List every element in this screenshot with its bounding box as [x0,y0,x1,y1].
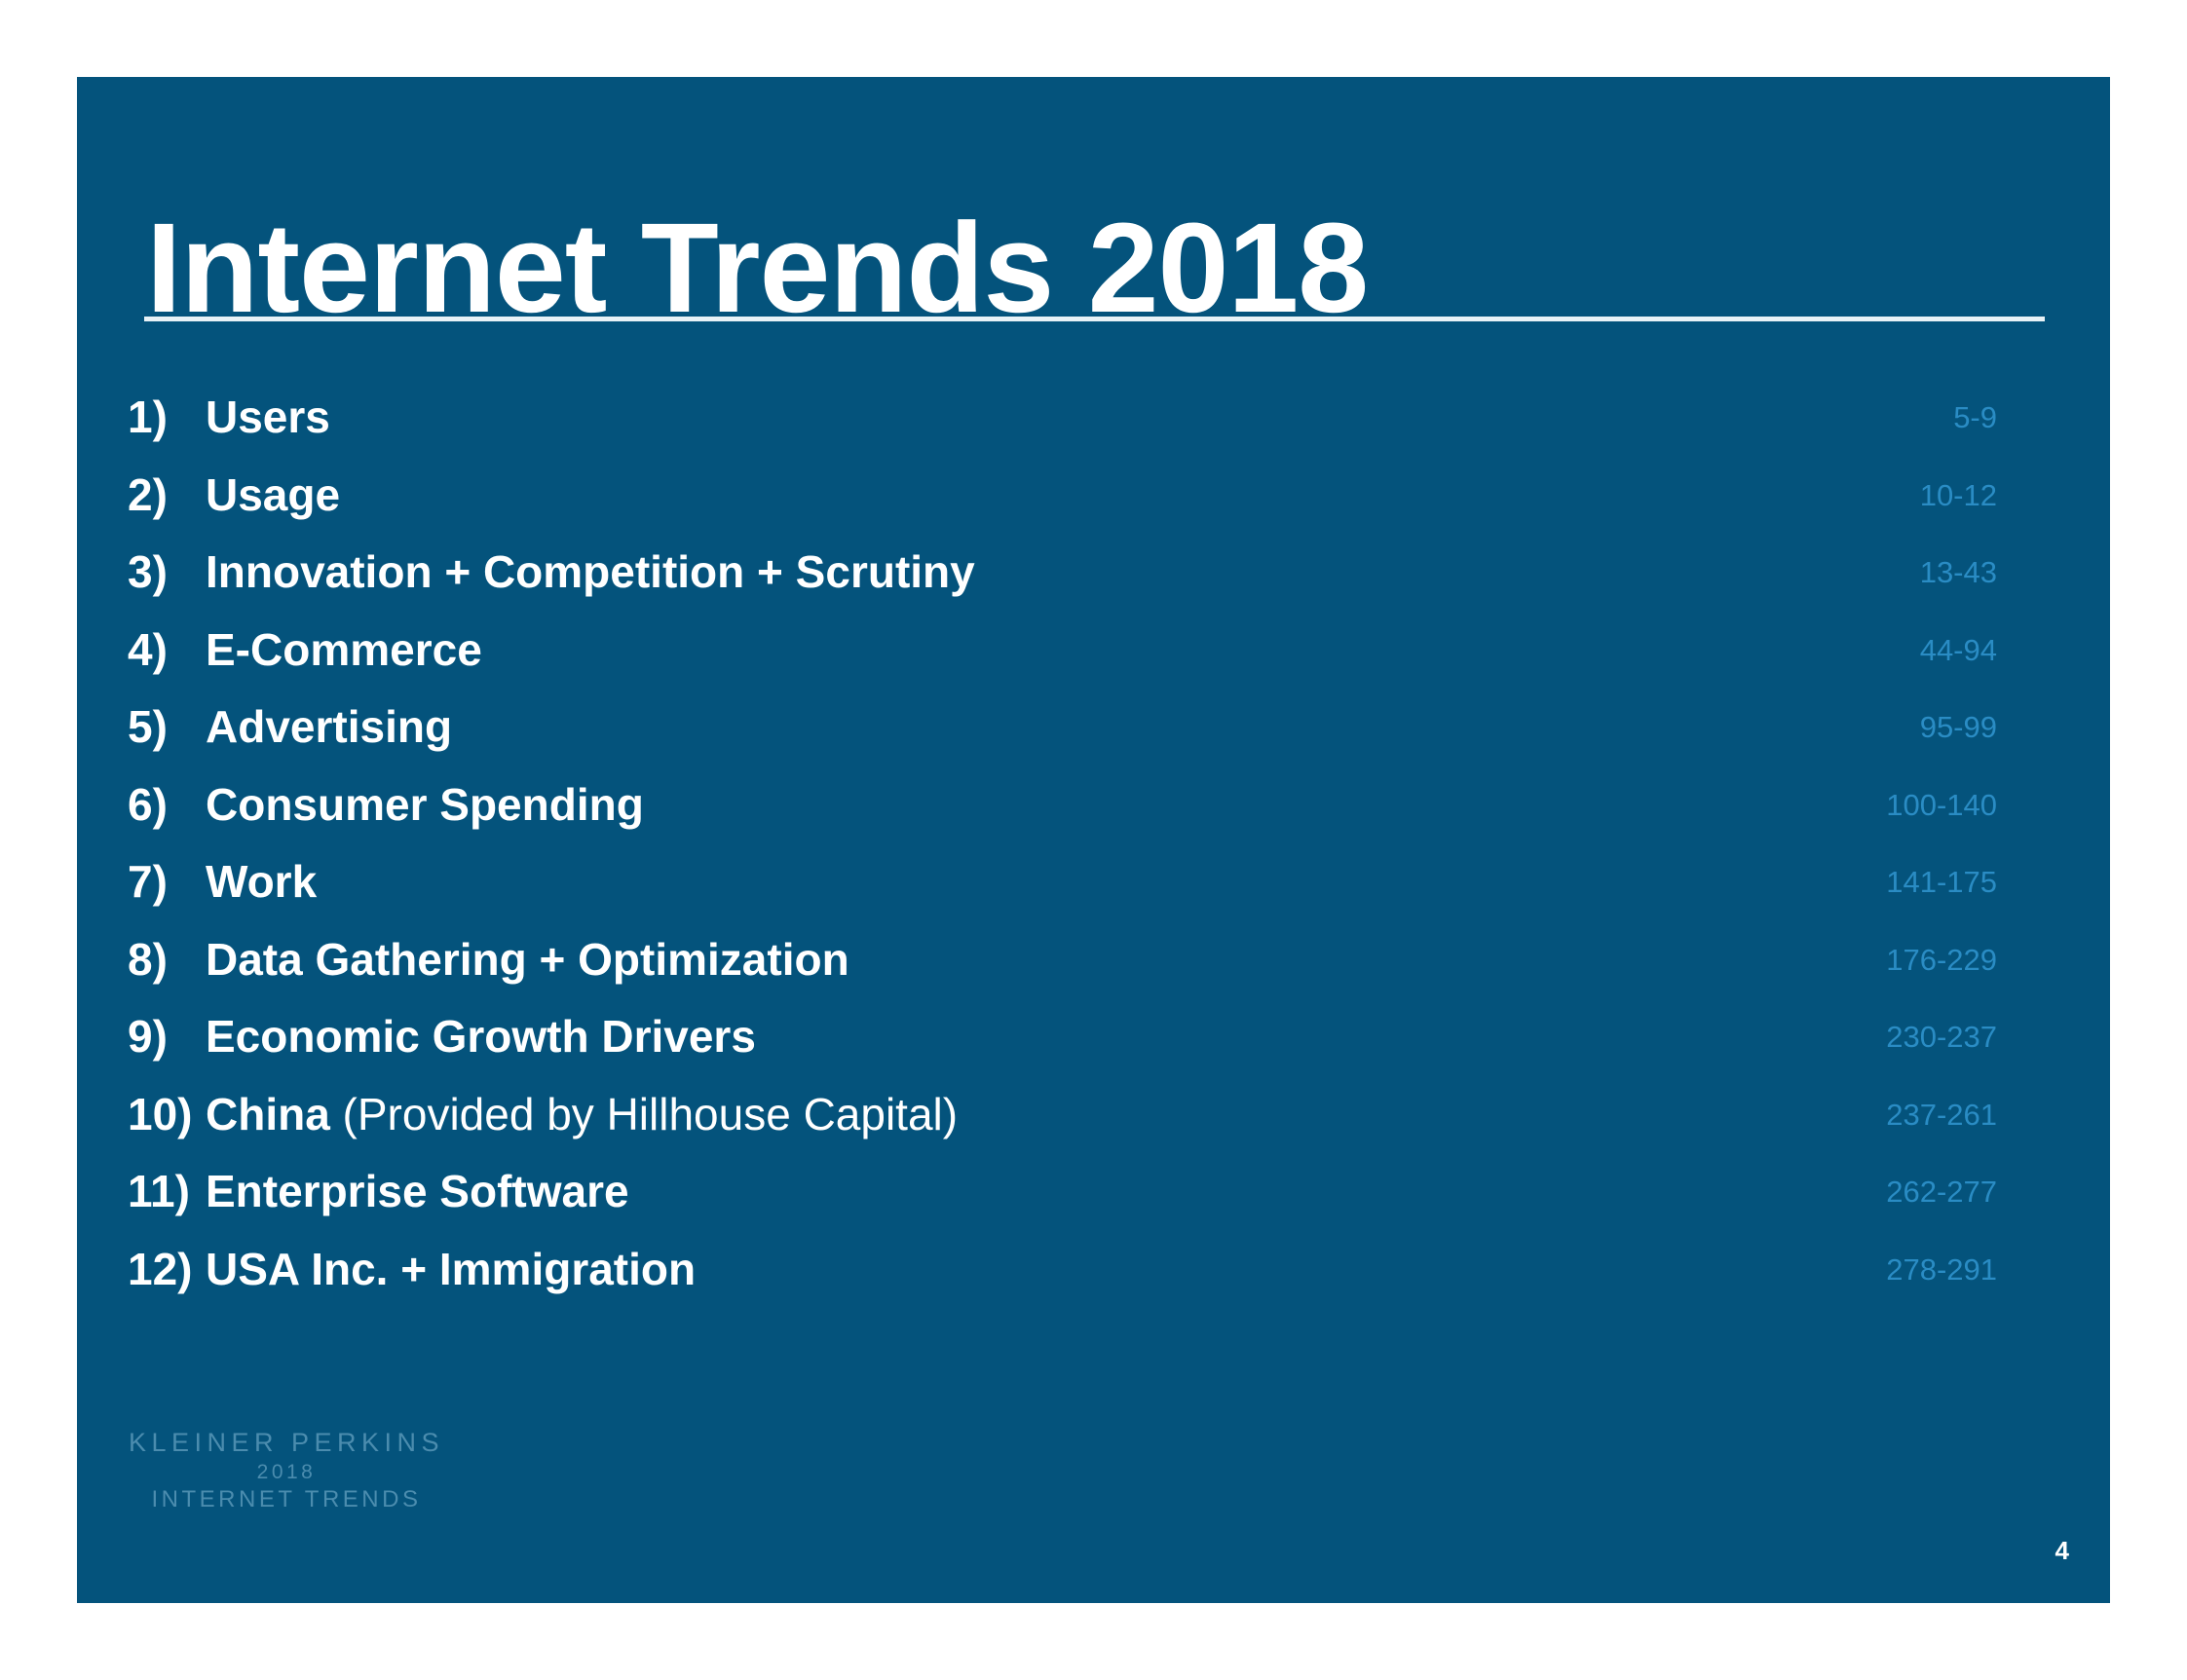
toc-item-label-main: USA Inc. + Immigration [206,1243,697,1294]
toc-item-label-main: Data Gathering + Optimization [206,933,849,985]
toc-item-label-main: E-Commerce [206,623,482,675]
toc-item-number: 3) [128,546,168,597]
table-of-contents: 1) Users 5-9 2) Usage 10-12 3) Innovation + Com… [77,389,2110,1318]
toc-row[interactable]: 9) Economic Growth Drivers 230-237 [77,1008,2110,1086]
toc-item-page-range: 95-99 [1919,710,1997,744]
toc-item-label: Advertising [206,698,452,755]
toc-item-number: 6) [128,778,168,830]
slide-number: 4 [2055,1536,2069,1565]
toc-row[interactable]: 12) USA Inc. + Immigration 278-291 [77,1241,2110,1319]
toc-item-label-main: Economic Growth Drivers [206,1011,756,1062]
toc-item-page-range: 5-9 [1953,400,1997,434]
toc-item-number: 2) [128,468,168,520]
toc-item-number: 8) [128,933,168,985]
toc-item-label: Usage [206,467,340,523]
toc-item-page-range: 176-229 [1886,942,1997,977]
toc-item-label-main: Work [206,856,318,907]
toc-item-number: 9) [128,1011,168,1062]
toc-item-label: Enterprise Software [206,1163,629,1219]
toc-item-page-range: 141-175 [1886,865,1997,899]
toc-item-label: Users [206,389,330,445]
toc-row[interactable]: 3) Innovation + Competition + Scrutiny 13-… [77,543,2110,621]
toc-item-page-range: 13-43 [1919,555,1997,589]
toc-item-number: 12) [128,1243,193,1294]
toc-item-page-range: 230-237 [1886,1020,1997,1054]
toc-row[interactable]: 5) Advertising 95-99 [77,698,2110,776]
toc-item-label-main: Innovation + Competition + Scrutiny [206,546,975,597]
toc-item-label: Work [206,853,317,910]
toc-item-label: Innovation + Competition + Scrutiny [206,543,975,600]
toc-item-page-range: 10-12 [1919,477,1997,512]
toc-item-label-main: Enterprise Software [206,1166,629,1216]
toc-item-label: Consumer Spending [206,776,644,833]
toc-item-label-main: Advertising [206,701,453,752]
toc-item-label-main: China [206,1088,330,1139]
toc-item-page-range: 44-94 [1919,632,1997,667]
logo-line-report: INTERNET TRENDS [151,1486,422,1513]
toc-item-number: 11) [128,1166,190,1216]
toc-item-number: 4) [128,623,168,675]
toc-item-label: USA Inc. + Immigration [206,1241,696,1297]
toc-item-number: 5) [128,701,168,752]
toc-item-label-main: Usage [206,468,341,520]
toc-item-label-main: Users [206,392,330,442]
toc-row[interactable]: 8) Data Gathering + Optimization 176-229 [77,931,2110,1009]
toc-row[interactable]: 10) China (Provided by Hillhouse Capital)… [77,1086,2110,1164]
toc-row[interactable]: 2) Usage 10-12 [77,467,2110,544]
toc-item-label: Economic Growth Drivers [206,1008,756,1064]
toc-item-label-note: (Provided by Hillhouse Capital) [329,1088,959,1139]
page-title: Internet Trends 2018 [146,196,1369,339]
toc-item-label: Data Gathering + Optimization [206,931,849,988]
toc-item-page-range: 278-291 [1886,1251,1997,1287]
toc-item-page-range: 262-277 [1886,1175,1997,1209]
toc-item-number: 7) [128,856,168,907]
logo-line-year: 2018 [256,1460,317,1483]
toc-row[interactable]: 4) E-Commerce 44-94 [77,621,2110,699]
toc-item-page-range: 100-140 [1886,787,1997,822]
toc-item-number: 1) [128,392,168,442]
toc-item-label-main: Consumer Spending [206,778,644,830]
slide-canvas: Internet Trends 2018 1) Users 5-9 2) Usage 10… [77,77,2110,1603]
toc-row[interactable]: 7) Work 141-175 [77,853,2110,931]
toc-row[interactable]: 6) Consumer Spending 100-140 [77,776,2110,854]
logo-line-firm: KLEINER PERKINS [128,1428,445,1457]
toc-row[interactable]: 1) Users 5-9 [77,389,2110,467]
toc-item-number: 10) [128,1088,193,1139]
toc-row[interactable]: 11) Enterprise Software 262-277 [77,1163,2110,1241]
toc-item-label: E-Commerce [206,621,482,678]
kleiner-perkins-logo: KLEINER PERKINS 2018 INTERNET TRENDS [77,1426,496,1515]
title-divider-rule [144,317,2045,321]
toc-item-page-range: 237-261 [1886,1097,1997,1132]
toc-item-label: China (Provided by Hillhouse Capital) [206,1086,958,1142]
